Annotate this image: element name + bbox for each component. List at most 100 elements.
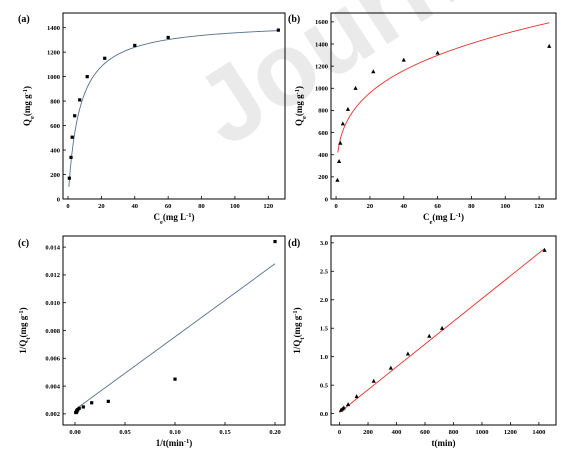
plot-frame (330, 12, 557, 200)
y-tick-label: 3.0 (320, 240, 328, 247)
x-axis-title-exp: -1 (456, 212, 461, 219)
data-point (388, 365, 393, 370)
y-tick-label: 1000 (315, 86, 328, 93)
y-axis-title-close: ) (22, 86, 32, 89)
y-tick-label: 0 (57, 196, 60, 203)
chart-panel-1: (b)0 20 40 60 80 100 1200200400600800100012001… (288, 12, 557, 226)
y-tick-label: 600 (318, 130, 328, 137)
y-axis-title-exp: -1 (22, 89, 29, 94)
data-point (81, 405, 85, 409)
y-tick-label: 2.0 (320, 297, 328, 304)
y-axis-title-exp: -1 (18, 310, 25, 315)
y-axis-title-unit: (mg g (294, 94, 304, 116)
data-point (74, 410, 78, 415)
data-point (85, 75, 89, 79)
y-tick-label: 600 (50, 123, 60, 130)
data-point (371, 69, 376, 74)
x-tick-label: 100 (230, 203, 240, 210)
y-axis-title-exp: -1 (292, 310, 299, 315)
data-point (340, 121, 345, 126)
x-tick-label: 1400 (532, 429, 545, 436)
y-axis-title-main: Q (22, 119, 32, 126)
data-point (345, 402, 351, 407)
y-axis-title-close: ) (292, 307, 302, 310)
data-point (354, 394, 359, 399)
y-tick-label: 1200 (47, 49, 60, 56)
data-point (435, 50, 440, 55)
data-point (70, 135, 74, 139)
y-axis-title-unit: (mg g (22, 94, 32, 116)
y-axis-title: Qe(mg g-1) (294, 86, 308, 126)
data-point (371, 378, 376, 383)
x-axis-title: Ce(mg L-1) (423, 212, 464, 226)
y-tick-label: 200 (318, 174, 328, 181)
data-point (427, 333, 432, 338)
chart-panel-0: (a)0 20 40 60 80 100 1200200400600800100012001… (18, 12, 286, 226)
data-point (401, 57, 406, 62)
x-tick-label: 80 (468, 203, 475, 210)
x-tick-label: 0 (338, 429, 341, 436)
x-axis-title-exp: -1 (184, 438, 189, 445)
x-tick-label: 60 (165, 203, 172, 210)
y-tick-label: 200 (50, 172, 60, 179)
data-point (345, 106, 351, 111)
data-point (90, 401, 94, 405)
y-tick-label: 1600 (315, 19, 328, 26)
x-axis-title-main: 1/t(min (156, 438, 184, 448)
y-tick-label: 0.010 (45, 300, 60, 307)
data-point (173, 377, 177, 381)
y-tick-label: 400 (50, 147, 60, 154)
x-axis-title-sub: e (160, 219, 163, 226)
data-point (353, 85, 358, 90)
data-point (405, 351, 410, 356)
x-tick-label: 0 (66, 203, 69, 210)
chart-panel-3: (d) 0 200 400 600 800 1000 1200 1400 0.0 0.5 1.0 1.5… (288, 235, 557, 448)
data-point (73, 114, 77, 118)
y-tick-label: 800 (50, 98, 60, 105)
y-axis-title: Qe(mg g-1) (22, 86, 36, 126)
panel-label: (c) (18, 238, 29, 249)
y-axis-title-unit: (mg g (292, 315, 302, 337)
y-tick-label: 0.002 (45, 411, 60, 418)
data-point (106, 399, 110, 403)
y-tick-label: 0.006 (45, 356, 60, 363)
y-tick-label: 0.014 (45, 244, 60, 251)
x-tick-label: 200 (363, 429, 373, 436)
data-point (341, 405, 346, 410)
panel-label: (d) (288, 238, 300, 249)
x-tick-label: 20 (367, 203, 374, 210)
data-point (133, 43, 137, 48)
x-tick-label: 0.15 (219, 429, 231, 436)
y-axis-title-sub: t (25, 337, 32, 340)
x-tick-label: 800 (449, 429, 459, 436)
plot-frame (62, 12, 286, 200)
y-tick-label: 1400 (47, 25, 60, 32)
y-tick-label: 0 (325, 196, 328, 203)
y-tick-label: 800 (318, 108, 328, 115)
x-tick-label: 100 (500, 203, 510, 210)
data-point (276, 28, 280, 32)
y-tick-label: 0.004 (45, 383, 60, 390)
x-tick-label: 0.05 (119, 429, 131, 436)
fit-curve (339, 248, 545, 413)
x-axis-title-close: ) (189, 438, 192, 448)
x-tick-label: 0.10 (169, 429, 180, 436)
x-tick-label: 400 (392, 429, 402, 436)
x-tick-label: 0.20 (269, 429, 280, 436)
y-axis-title-sub: e (301, 116, 308, 119)
x-axis-title-close: ) (461, 212, 464, 222)
x-axis-title-sub: e (429, 219, 432, 226)
plot-frame (62, 235, 286, 426)
y-tick-label: 400 (318, 152, 328, 159)
x-axis-title-main: t(min) (432, 438, 456, 448)
y-axis-title-sub: t (299, 337, 306, 340)
data-point (78, 98, 82, 102)
x-axis-title-exp: -1 (186, 212, 191, 219)
y-axis-title: 1/Qt(mg g-1) (18, 307, 32, 353)
y-tick-label: 0.0 (320, 411, 328, 418)
x-axis-title: t(min) (432, 438, 456, 448)
y-tick-label: 1.5 (320, 326, 329, 333)
x-tick-label: 20 (98, 203, 105, 210)
x-tick-label: 600 (420, 429, 430, 436)
